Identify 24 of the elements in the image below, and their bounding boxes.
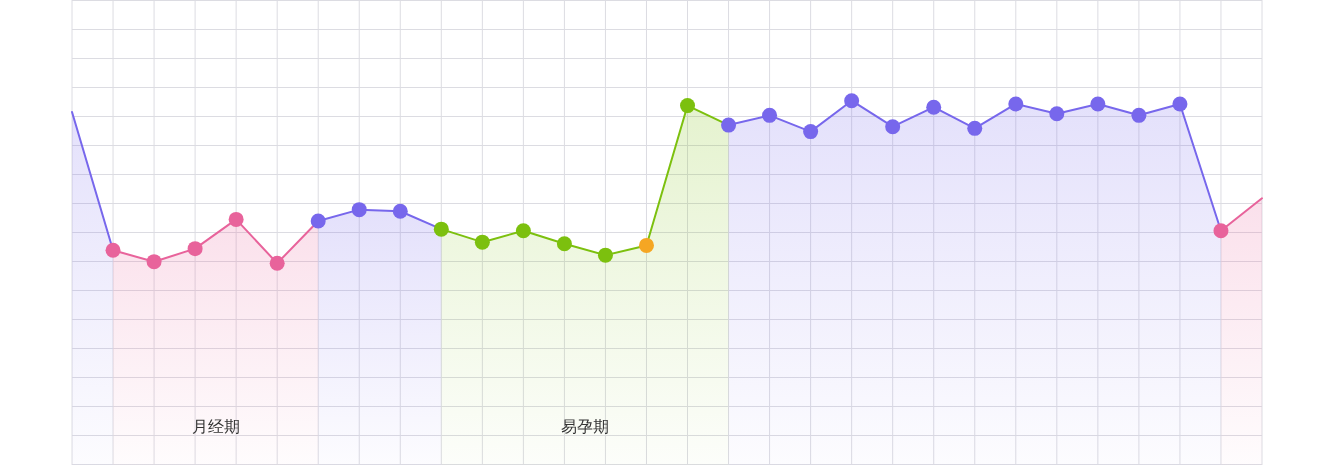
point [474,234,490,250]
point [967,120,983,136]
point [597,247,613,263]
point [1008,96,1024,112]
point [844,93,860,109]
point [556,236,572,252]
point [392,203,408,219]
point [1131,107,1147,123]
point [351,202,367,218]
point [926,99,942,115]
series-label: 月经期 [191,418,240,435]
point [1049,106,1065,122]
point [803,124,819,140]
point [1172,96,1188,112]
point [433,221,449,237]
point [885,119,901,135]
point [638,237,654,253]
point [721,117,737,133]
point [1213,223,1229,239]
series-label: 易孕期 [560,418,609,435]
point [680,98,696,114]
point [1090,96,1106,112]
point [515,223,531,239]
point [762,107,778,123]
